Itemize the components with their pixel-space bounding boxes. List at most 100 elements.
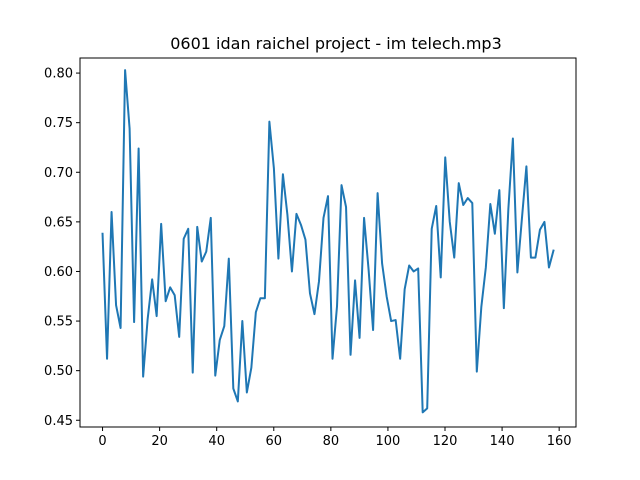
data-point [403,288,405,290]
data-point [552,249,554,251]
data-point [530,256,532,258]
data-point [543,221,545,223]
data-point [142,375,144,377]
y-tick-label: 0.75 [44,116,73,131]
data-point [210,217,212,219]
data-point [408,264,410,266]
data-point [201,260,203,262]
data-point [453,256,455,258]
data-point [169,286,171,288]
data-point [331,358,333,360]
y-tick-label: 0.70 [44,166,73,181]
data-point [440,276,442,278]
plot-frame [79,57,577,428]
data-point [196,226,198,228]
data-point [309,292,311,294]
data-point [259,297,261,299]
data-point [250,366,252,368]
data-point [160,223,162,225]
data-point [444,156,446,158]
data-point [431,228,433,230]
data-point [304,239,306,241]
data-point [426,407,428,409]
data-point [300,224,302,226]
data-point [183,238,185,240]
data-point [101,233,103,235]
data-point [399,358,401,360]
x-tick-label: 60 [266,434,283,449]
data-point [476,370,478,372]
data-point [133,321,135,323]
data-point [449,221,451,223]
y-tick-label: 0.45 [44,414,73,429]
data-point [349,354,351,356]
data-point [345,206,347,208]
data-point [327,195,329,197]
data-point [385,295,387,297]
data-point [282,173,284,175]
data-point [295,213,297,215]
data-point [192,371,194,373]
x-axis: 0 20 40 60 80 100 120 140 160 [98,427,572,449]
data-point [525,165,527,167]
data-point [340,184,342,186]
data-point [381,262,383,264]
data-point [363,217,365,219]
data-point [467,197,469,199]
x-tick-label: 20 [151,434,168,449]
data-point [223,325,225,327]
data-point [291,270,293,272]
data-point [480,306,482,308]
data-point [458,182,460,184]
data-point [151,278,153,280]
data-point [503,307,505,309]
data-point [516,271,518,273]
data-point [358,337,360,339]
data-point [219,339,221,341]
data-point [246,391,248,393]
data-point [485,266,487,268]
data-point [372,329,374,331]
data-point [273,167,275,169]
data-point [164,300,166,302]
data-point [539,229,541,231]
data-point [268,120,270,122]
data-point [173,294,175,296]
data-point [205,250,207,252]
plot-area [101,69,555,414]
data-point [146,318,148,320]
data-point [187,228,189,230]
data-point [106,358,108,360]
x-tick-label: 80 [323,434,340,449]
data-point [313,313,315,315]
data-point [264,297,266,299]
y-tick-label: 0.65 [44,215,73,230]
data-point [521,218,523,220]
data-point [512,137,514,139]
data-point [110,211,112,213]
series-line [101,69,555,414]
data-point [277,257,279,259]
y-tick-label: 0.60 [44,265,73,280]
data-point [322,217,324,219]
data-point [128,127,130,129]
x-tick-label: 160 [547,434,572,449]
data-point [462,204,464,206]
data-point [214,374,216,376]
data-point [115,304,117,306]
data-point [255,311,257,313]
data-point [232,387,234,389]
x-tick-label: 0 [98,434,106,449]
x-tick-label: 40 [208,434,225,449]
x-tick-label: 120 [433,434,458,449]
data-point [390,320,392,322]
data-point [137,147,139,149]
data-point [237,400,239,402]
data-point [498,189,500,191]
data-point [435,205,437,207]
y-axis: 0.45 0.50 0.55 0.60 0.65 0.70 0.75 0.80 [44,67,80,429]
y-tick-label: 0.55 [44,315,73,330]
data-point [318,280,320,282]
